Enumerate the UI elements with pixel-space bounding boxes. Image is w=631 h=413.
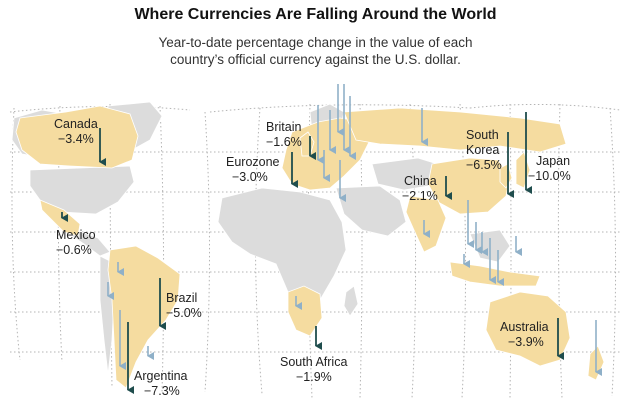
subtitle-line-2: country’s official currency against the … bbox=[170, 52, 461, 67]
india-shape bbox=[405, 195, 447, 253]
label-britain-change: −1.6% bbox=[266, 135, 302, 149]
united-states-shape bbox=[29, 165, 135, 215]
label-canada-name: Canada bbox=[54, 117, 98, 131]
label-britain-name: Britain bbox=[266, 120, 301, 134]
label-south-africa-name: South Africa bbox=[280, 355, 347, 369]
world-map-svg: Canada −3.4% Mexico −0.6% Brazil −5.0% A… bbox=[9, 84, 621, 399]
highlighted-land bbox=[15, 105, 605, 389]
label-canada-change: −3.4% bbox=[58, 132, 94, 146]
labeled-arrows bbox=[61, 112, 564, 394]
chart-subtitle: Year-to-date percentage change in the va… bbox=[0, 34, 631, 68]
label-brazil-change: −5.0% bbox=[166, 306, 202, 320]
world-map: Canada −3.4% Mexico −0.6% Brazil −5.0% A… bbox=[0, 80, 631, 413]
canada-shape bbox=[15, 105, 139, 169]
label-china-change: −2.1% bbox=[402, 189, 438, 203]
label-mexico-change: −0.6% bbox=[56, 243, 92, 257]
label-argentina-name: Argentina bbox=[134, 369, 188, 383]
label-south-africa-change: −1.9% bbox=[296, 370, 332, 384]
chart-title: Where Currencies Are Falling Around the … bbox=[134, 6, 497, 23]
label-eurozone-change: −3.0% bbox=[232, 170, 268, 184]
middle-east-shape bbox=[335, 185, 407, 237]
south-america-shape bbox=[107, 245, 181, 389]
korea-shape bbox=[499, 163, 513, 189]
label-japan-name: Japan bbox=[536, 154, 570, 168]
australia-shape bbox=[485, 291, 571, 367]
country-labels: Canada −3.4% Mexico −0.6% Brazil −5.0% A… bbox=[54, 117, 571, 398]
label-south-korea-name-2: Korea bbox=[466, 143, 499, 157]
label-south-korea-change: −6.5% bbox=[466, 158, 502, 172]
label-australia-change: −3.9% bbox=[508, 335, 544, 349]
china-shape bbox=[427, 157, 511, 215]
label-south-korea-name-1: South bbox=[466, 128, 499, 142]
subtitle-line-1: Year-to-date percentage change in the va… bbox=[158, 35, 473, 50]
label-brazil-name: Brazil bbox=[166, 291, 197, 305]
russia-shape bbox=[343, 107, 567, 153]
label-japan-change: −10.0% bbox=[528, 169, 571, 183]
label-eurozone-name: Eurozone bbox=[226, 155, 280, 169]
unlabeled-arrows bbox=[107, 84, 602, 376]
label-argentina-change: −7.3% bbox=[144, 384, 180, 398]
label-australia-name: Australia bbox=[500, 320, 549, 334]
africa-shape bbox=[217, 187, 347, 331]
madagascar-shape bbox=[343, 285, 359, 317]
mexico-shape bbox=[39, 199, 81, 237]
label-china-name: China bbox=[404, 174, 437, 188]
indonesia-shape bbox=[449, 261, 541, 287]
label-mexico-name: Mexico bbox=[56, 228, 96, 242]
